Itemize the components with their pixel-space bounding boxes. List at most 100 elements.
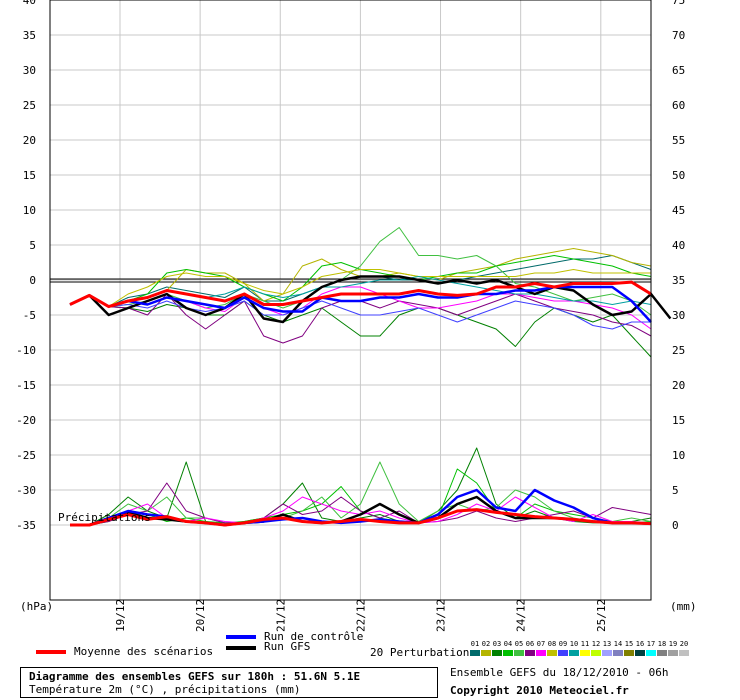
perturbation-number: 12 [591, 640, 601, 648]
right-tick-label: 55 [672, 134, 685, 147]
left-tick-label: -20 [16, 414, 36, 427]
perturbation-number: 05 [514, 640, 524, 648]
x-tick-label: 20/12 [194, 599, 207, 632]
temp-mean-line [69, 280, 652, 309]
right-tick-label: 50 [672, 169, 685, 182]
perturbation-swatch [569, 650, 579, 656]
right-tick-label: 65 [672, 64, 685, 77]
right-tick-label: 15 [672, 414, 685, 427]
right-tick-label: 0 [672, 519, 679, 532]
left-tick-label: 20 [23, 134, 36, 147]
right-tick-label: 70 [672, 29, 685, 42]
right-axis-unit: (mm) [670, 600, 697, 613]
left-tick-label: 5 [29, 239, 36, 252]
perturbation-swatch [514, 650, 524, 656]
perturbation-number: 17 [646, 640, 656, 648]
perturbation-number: 20 [679, 640, 689, 648]
precip-label: Précipitations [58, 511, 151, 524]
chart-info-box: Diagramme des ensembles GEFS sur 180h : … [20, 667, 438, 698]
perturbation-swatch [668, 650, 678, 656]
left-tick-label: -35 [16, 519, 36, 532]
right-tick-label: 30 [672, 309, 685, 322]
x-tick-label: 24/12 [515, 599, 528, 632]
perturbation-swatch [470, 650, 480, 656]
mean-swatch [36, 650, 66, 654]
perturbation-swatch [591, 650, 601, 656]
perturbation-number: 19 [668, 640, 678, 648]
perturbation-number: 15 [624, 640, 634, 648]
perturbation-swatch [525, 650, 535, 656]
temp-gfs-line [69, 275, 672, 324]
right-tick-label: 35 [672, 274, 685, 287]
control-swatch [226, 635, 256, 639]
perturbation-swatch [503, 650, 513, 656]
left-tick-label: -25 [16, 449, 36, 462]
x-tick-label: 25/12 [595, 599, 608, 632]
perturbation-swatch [679, 650, 689, 656]
ensemble-info: Ensemble GEFS du 18/12/2010 - 06h [450, 666, 669, 679]
temp-perturbation-line [69, 269, 651, 308]
plot-frame [49, 0, 652, 601]
left-tick-label: 25 [23, 99, 36, 112]
perturbation-swatch [558, 650, 568, 656]
copyright: Copyright 2010 Meteociel.fr [450, 684, 629, 697]
x-tick-label: 21/12 [274, 599, 287, 632]
chart-subtitle: Température 2m (°C) , précipitations (mm… [29, 683, 301, 696]
perturbation-number: 18 [657, 640, 667, 648]
left-tick-label: -5 [23, 309, 36, 322]
perturbation-number: 02 [481, 640, 491, 648]
x-tick-label: 19/12 [114, 599, 127, 632]
perturbation-number: 03 [492, 640, 502, 648]
left-tick-label: 30 [23, 64, 36, 77]
left-tick-label: 15 [23, 169, 36, 182]
precip-perturbation-line [70, 461, 652, 526]
right-tick-label: 40 [672, 239, 685, 252]
left-tick-label: -15 [16, 379, 36, 392]
perturbation-number: 14 [613, 640, 623, 648]
x-tick-label: 22/12 [354, 599, 367, 632]
left-tick-label: -10 [16, 344, 36, 357]
perturbation-number: 09 [558, 640, 568, 648]
perturbation-swatch [492, 650, 502, 656]
left-tick-label: -30 [16, 484, 36, 497]
mean-label: Moyenne des scénarios [74, 645, 214, 658]
temp-perturbation-line [69, 294, 651, 330]
control-label: Run de contrôle [264, 630, 364, 643]
left-tick-label: 40 [23, 0, 36, 7]
left-tick-label: 35 [23, 29, 36, 42]
perturbation-number: 08 [547, 640, 557, 648]
x-axis: 19/12 20/12 21/12 22/12 23/12 24/12 25/12 [114, 599, 608, 632]
perturbation-number: 01 [470, 640, 480, 648]
perturbation-swatch [536, 650, 546, 656]
x-tick-label: 23/12 [435, 599, 448, 632]
perturbation-swatch [547, 650, 557, 656]
precip-perturbation-line [70, 482, 652, 526]
precip-mean-line [70, 508, 652, 527]
right-tick-label: 5 [672, 484, 679, 497]
perturbation-number: 06 [525, 640, 535, 648]
perturbation-number: 13 [602, 640, 612, 648]
perturbation-swatch [646, 650, 656, 656]
gfs-label: Run GFS [264, 640, 311, 653]
perturbation-number: 07 [536, 640, 546, 648]
chart-title: Diagramme des ensembles GEFS sur 180h : … [29, 670, 361, 683]
left-axis: 40 35 30 25 20 15 10 5 0 -5 -10 -15 -20 -25 -30 -35 [16, 0, 36, 532]
right-tick-label: 25 [672, 344, 685, 357]
series-group [69, 227, 672, 527]
perturbation-swatch [481, 650, 491, 656]
perturbation-number: 04 [503, 640, 513, 648]
perturbations-label: 20 Perturbations [370, 646, 476, 659]
perturbation-swatch [602, 650, 612, 656]
left-tick-label: 10 [23, 204, 36, 217]
perturbation-number: 11 [580, 640, 590, 648]
left-tick-label: 0 [29, 274, 36, 287]
right-tick-label: 20 [672, 379, 685, 392]
right-tick-label: 60 [672, 99, 685, 112]
right-tick-label: 10 [672, 449, 685, 462]
perturbation-swatch [624, 650, 634, 656]
perturbation-swatch [613, 650, 623, 656]
gfs-swatch [226, 646, 256, 650]
perturbation-swatch [580, 650, 590, 656]
